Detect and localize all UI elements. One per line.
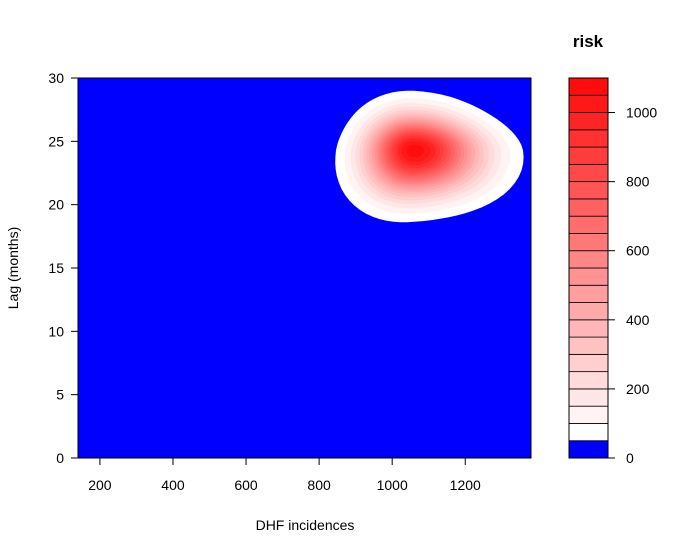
legend-swatch-250 xyxy=(568,353,609,373)
y-tick-label: 30 xyxy=(48,70,64,86)
legend-swatch-950 xyxy=(568,112,609,131)
legend-tick-label: 0 xyxy=(626,450,634,466)
legend-swatch-400 xyxy=(568,302,609,321)
legend-swatch-800 xyxy=(568,163,609,183)
legend-swatch-350 xyxy=(568,319,609,338)
legend-swatch-1000 xyxy=(568,94,609,113)
y-axis: 0 5 10 15 20 25 30 xyxy=(48,70,78,466)
y-tick-label: 5 xyxy=(56,387,64,403)
legend-tick-label: 200 xyxy=(626,381,650,397)
legend-swatch-850 xyxy=(568,146,609,165)
legend-swatch-1050 xyxy=(568,77,609,96)
y-axis-label: Lag (months) xyxy=(5,227,21,309)
legend-frame xyxy=(568,77,609,459)
legend-swatch-550 xyxy=(568,250,609,269)
legend-swatch-600 xyxy=(568,233,609,252)
legend-swatch-0 xyxy=(568,440,609,459)
legend-tick-label: 600 xyxy=(626,243,650,259)
legend-swatch-750 xyxy=(568,181,609,200)
legend-title: risk xyxy=(573,32,604,51)
color-legend: 0 200 400 600 800 1000 xyxy=(568,77,657,466)
y-tick-label: 20 xyxy=(48,197,64,213)
x-axis: 200 400 600 800 1000 1200 xyxy=(88,458,481,493)
x-tick-label: 600 xyxy=(234,477,258,493)
legend-swatch-450 xyxy=(568,284,609,303)
x-tick-label: 400 xyxy=(161,477,185,493)
legend-tick-label: 800 xyxy=(626,174,650,190)
risk-contour-level-1050 xyxy=(406,144,425,158)
legend-swatch-100 xyxy=(568,405,609,424)
legend-swatch-150 xyxy=(568,388,609,407)
y-tick-label: 10 xyxy=(48,323,64,339)
legend-swatch-50 xyxy=(568,423,609,442)
y-tick-label: 25 xyxy=(48,133,64,149)
x-tick-label: 200 xyxy=(88,477,112,493)
x-tick-label: 800 xyxy=(307,477,331,493)
y-tick-label: 15 xyxy=(48,260,64,276)
legend-swatch-200 xyxy=(568,371,609,390)
y-tick-label: 0 xyxy=(56,450,64,466)
legend-swatch-900 xyxy=(568,129,609,148)
legend-swatch-650 xyxy=(568,215,609,234)
legend-swatch-500 xyxy=(568,267,609,286)
plot-area xyxy=(77,77,532,459)
legend-swatch-700 xyxy=(568,198,609,217)
x-tick-label: 1000 xyxy=(377,477,408,493)
legend-swatch-300 xyxy=(568,336,609,355)
risk-contours xyxy=(335,90,524,223)
legend-tick-label: 400 xyxy=(626,312,650,328)
x-axis-label: DHF incidences xyxy=(256,517,355,533)
legend-tick-label: 1000 xyxy=(626,105,657,121)
x-tick-label: 1200 xyxy=(450,477,481,493)
